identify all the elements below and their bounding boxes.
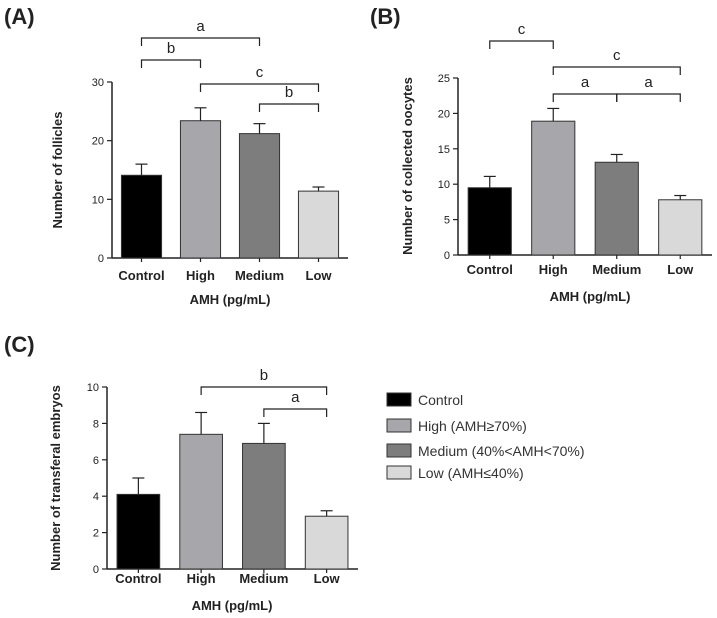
legend-label-control: Control bbox=[418, 392, 463, 408]
panel-a: (A) AMH (pg/mL) Number of follicles 0 10 2… bbox=[4, 4, 348, 307]
significance-label-a: a bbox=[196, 18, 205, 35]
y-tick-label-a: 10 bbox=[92, 194, 104, 206]
bar-low-c bbox=[304, 515, 349, 570]
y-tick-label-c: 2 bbox=[93, 528, 99, 540]
category-label-control-c: Control bbox=[115, 571, 161, 586]
bar-medium-a bbox=[238, 133, 281, 259]
category-label-low-b: Low bbox=[667, 262, 694, 277]
legend-swatch-high bbox=[386, 418, 412, 433]
y-axis-title-b: Number of collected oocytes bbox=[400, 77, 415, 255]
y-tick-label-b: 10 bbox=[438, 179, 450, 191]
significance-label-b: c bbox=[518, 21, 526, 38]
y-tick-label-a: 0 bbox=[98, 253, 104, 265]
bar-control-a bbox=[120, 174, 163, 259]
significance-bracket-b bbox=[489, 40, 554, 49]
bar-high-b bbox=[531, 120, 576, 256]
bar-low-b bbox=[658, 199, 703, 256]
bar-high-c bbox=[179, 433, 223, 570]
significance-label-c: a bbox=[291, 389, 300, 406]
category-label-high-a: High bbox=[186, 268, 215, 283]
legend-swatch-low bbox=[386, 465, 412, 480]
legend-label-high: High (AMH≥70%) bbox=[418, 418, 527, 434]
significance-label-a: b bbox=[285, 84, 293, 101]
significance-label-b: a bbox=[644, 74, 653, 91]
y-tick-label-c: 4 bbox=[93, 491, 99, 503]
panel-label-a: (A) bbox=[4, 4, 35, 29]
legend-swatch-medium bbox=[386, 443, 412, 458]
significance-bracket-a bbox=[258, 103, 320, 112]
significance-bracket-a bbox=[140, 59, 202, 68]
significance-label-b: c bbox=[613, 47, 621, 64]
category-label-medium-a: Medium bbox=[235, 268, 284, 283]
x-axis-title-c: AMH (pg/mL) bbox=[192, 598, 273, 613]
category-label-control-b: Control bbox=[467, 262, 513, 277]
y-tick-label-b: 5 bbox=[444, 215, 450, 227]
panel-label-b: (B) bbox=[370, 4, 401, 29]
category-label-medium-b: Medium bbox=[592, 262, 641, 277]
panel-b: (B) AMH (pg/mL) Number of collected oocy… bbox=[370, 4, 712, 304]
significance-label-b: a bbox=[581, 74, 590, 91]
x-axis-title-a: AMH (pg/mL) bbox=[190, 292, 271, 307]
significance-bracket-b bbox=[552, 66, 681, 75]
significance-bracket-c bbox=[263, 408, 328, 417]
category-label-control-a: Control bbox=[118, 268, 164, 283]
significance-bracket-c bbox=[200, 386, 328, 395]
bar-control-b bbox=[467, 187, 512, 256]
category-label-high-c: High bbox=[187, 571, 216, 586]
legend: Control High (AMH≥70%) Medium (40%<AMH<7… bbox=[386, 392, 585, 481]
bar-control-c bbox=[116, 493, 161, 570]
significance-label-a: c bbox=[256, 64, 264, 81]
x-axis-title-b: AMH (pg/mL) bbox=[550, 289, 631, 304]
y-axis-title-c: Number of transferal embryos bbox=[48, 385, 63, 571]
bar-high-a bbox=[179, 120, 222, 259]
y-axis-title-a: Number of follicles bbox=[50, 111, 65, 228]
y-tick-label-b: 25 bbox=[438, 73, 450, 85]
y-tick-label-b: 20 bbox=[438, 108, 450, 120]
legend-label-low: Low (AMH≤40%) bbox=[418, 465, 524, 481]
y-tick-label-b: 0 bbox=[444, 250, 450, 262]
significance-label-a: b bbox=[167, 40, 175, 57]
y-tick-label-b: 15 bbox=[438, 144, 450, 156]
panel-label-c: (C) bbox=[4, 332, 35, 357]
y-tick-label-a: 30 bbox=[92, 77, 104, 89]
category-label-low-a: Low bbox=[306, 268, 333, 283]
significance-bracket-b bbox=[552, 93, 618, 102]
panel-c: (C) AMH (pg/mL) Number of transferal emb… bbox=[4, 332, 358, 613]
significance-bracket-a bbox=[199, 83, 320, 92]
category-label-medium-c: Medium bbox=[239, 571, 288, 586]
y-tick-label-a: 20 bbox=[92, 136, 104, 148]
legend-label-medium: Medium (40%<AMH<70%) bbox=[418, 443, 585, 459]
y-tick-label-c: 6 bbox=[93, 455, 99, 467]
category-label-high-b: High bbox=[539, 262, 568, 277]
bar-medium-c bbox=[242, 442, 286, 570]
significance-bracket-a bbox=[140, 37, 261, 46]
bar-low-a bbox=[297, 190, 340, 259]
y-tick-label-c: 10 bbox=[87, 382, 99, 394]
y-tick-label-c: 8 bbox=[93, 418, 99, 430]
significance-bracket-b bbox=[616, 93, 681, 102]
legend-swatch-control bbox=[386, 392, 412, 407]
bar-medium-b bbox=[594, 161, 639, 256]
y-tick-label-c: 0 bbox=[93, 564, 99, 576]
category-label-low-c: Low bbox=[314, 571, 341, 586]
significance-label-c: b bbox=[260, 367, 268, 384]
